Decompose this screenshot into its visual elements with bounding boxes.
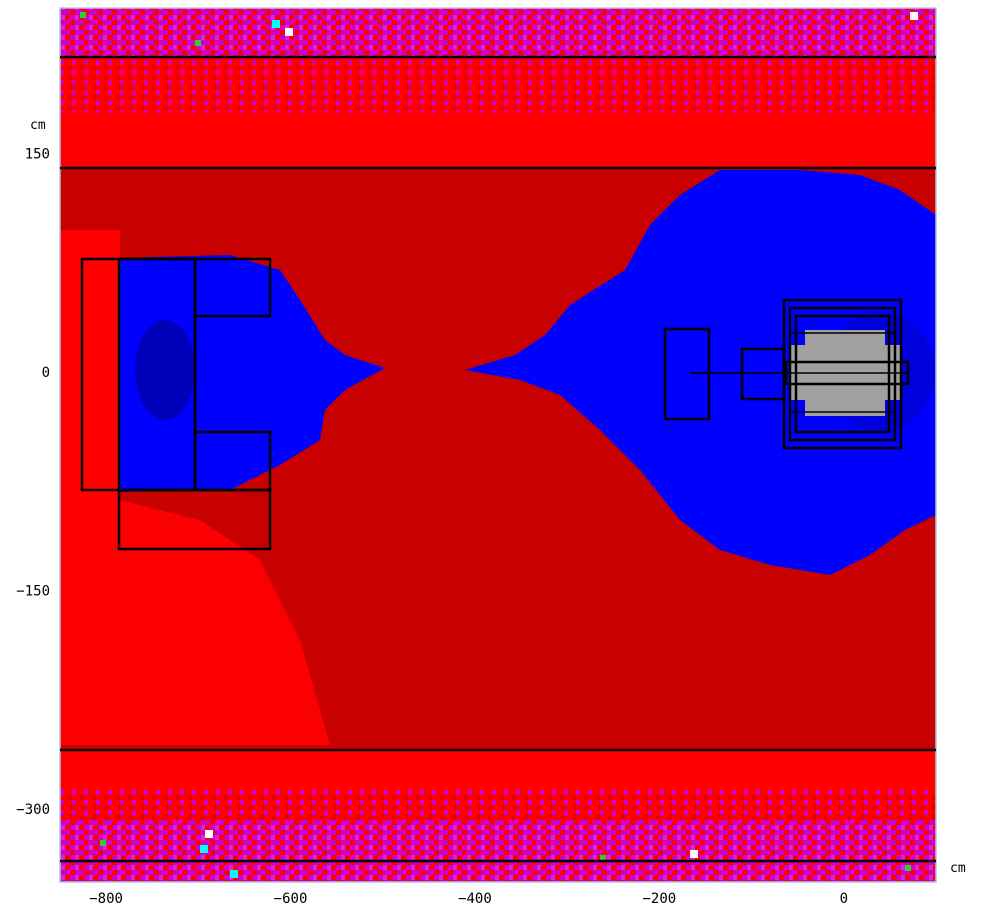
x-tick-label: −400 xyxy=(458,891,492,907)
speck xyxy=(910,12,918,20)
x-tick-label: −600 xyxy=(274,891,308,907)
x-axis-unit-label: cm xyxy=(950,861,966,876)
grey-core-upper xyxy=(805,330,885,348)
y-axis-unit-label: cm xyxy=(30,118,46,133)
left-block-upper xyxy=(193,257,272,318)
speck xyxy=(285,28,293,36)
left-blue-region xyxy=(120,255,385,492)
y-tick-label: 0 xyxy=(42,365,50,381)
speck xyxy=(690,850,698,858)
right-block-1 xyxy=(663,327,711,421)
speck xyxy=(200,845,208,853)
detector-outer xyxy=(782,298,903,450)
x-tick-label: −200 xyxy=(643,891,677,907)
left-block-bottom xyxy=(117,488,272,551)
left-red-column xyxy=(60,230,120,745)
speck xyxy=(230,870,238,878)
detector-inner xyxy=(794,314,891,434)
y-tick-label: −150 xyxy=(16,584,50,600)
grey-core-lower xyxy=(805,398,885,416)
geometry-outlines xyxy=(60,55,936,863)
plot-frame xyxy=(59,7,937,883)
x-tick-label: −800 xyxy=(89,891,123,907)
speck xyxy=(205,830,213,838)
bottom-outer-noise-band xyxy=(60,820,936,882)
top-transition-band xyxy=(60,58,936,113)
detector-mid xyxy=(788,306,897,442)
x-axis-ticks: −800 −600 −400 −200 0 xyxy=(89,891,848,907)
top-outer-noise-band xyxy=(60,8,936,58)
y-tick-label: −300 xyxy=(16,802,50,818)
speck xyxy=(600,855,606,861)
speck xyxy=(272,20,280,28)
lower-left-red-region xyxy=(60,230,330,745)
speck xyxy=(100,840,106,846)
speck xyxy=(80,12,86,18)
speck xyxy=(195,40,201,46)
y-axis-ticks: 150 0 −150 −300 xyxy=(16,147,50,819)
y-tick-label: 150 xyxy=(25,147,50,163)
speck xyxy=(905,865,911,871)
left-core-region xyxy=(135,320,195,420)
plot-area xyxy=(60,8,936,882)
x-tick-label: 0 xyxy=(840,891,848,907)
